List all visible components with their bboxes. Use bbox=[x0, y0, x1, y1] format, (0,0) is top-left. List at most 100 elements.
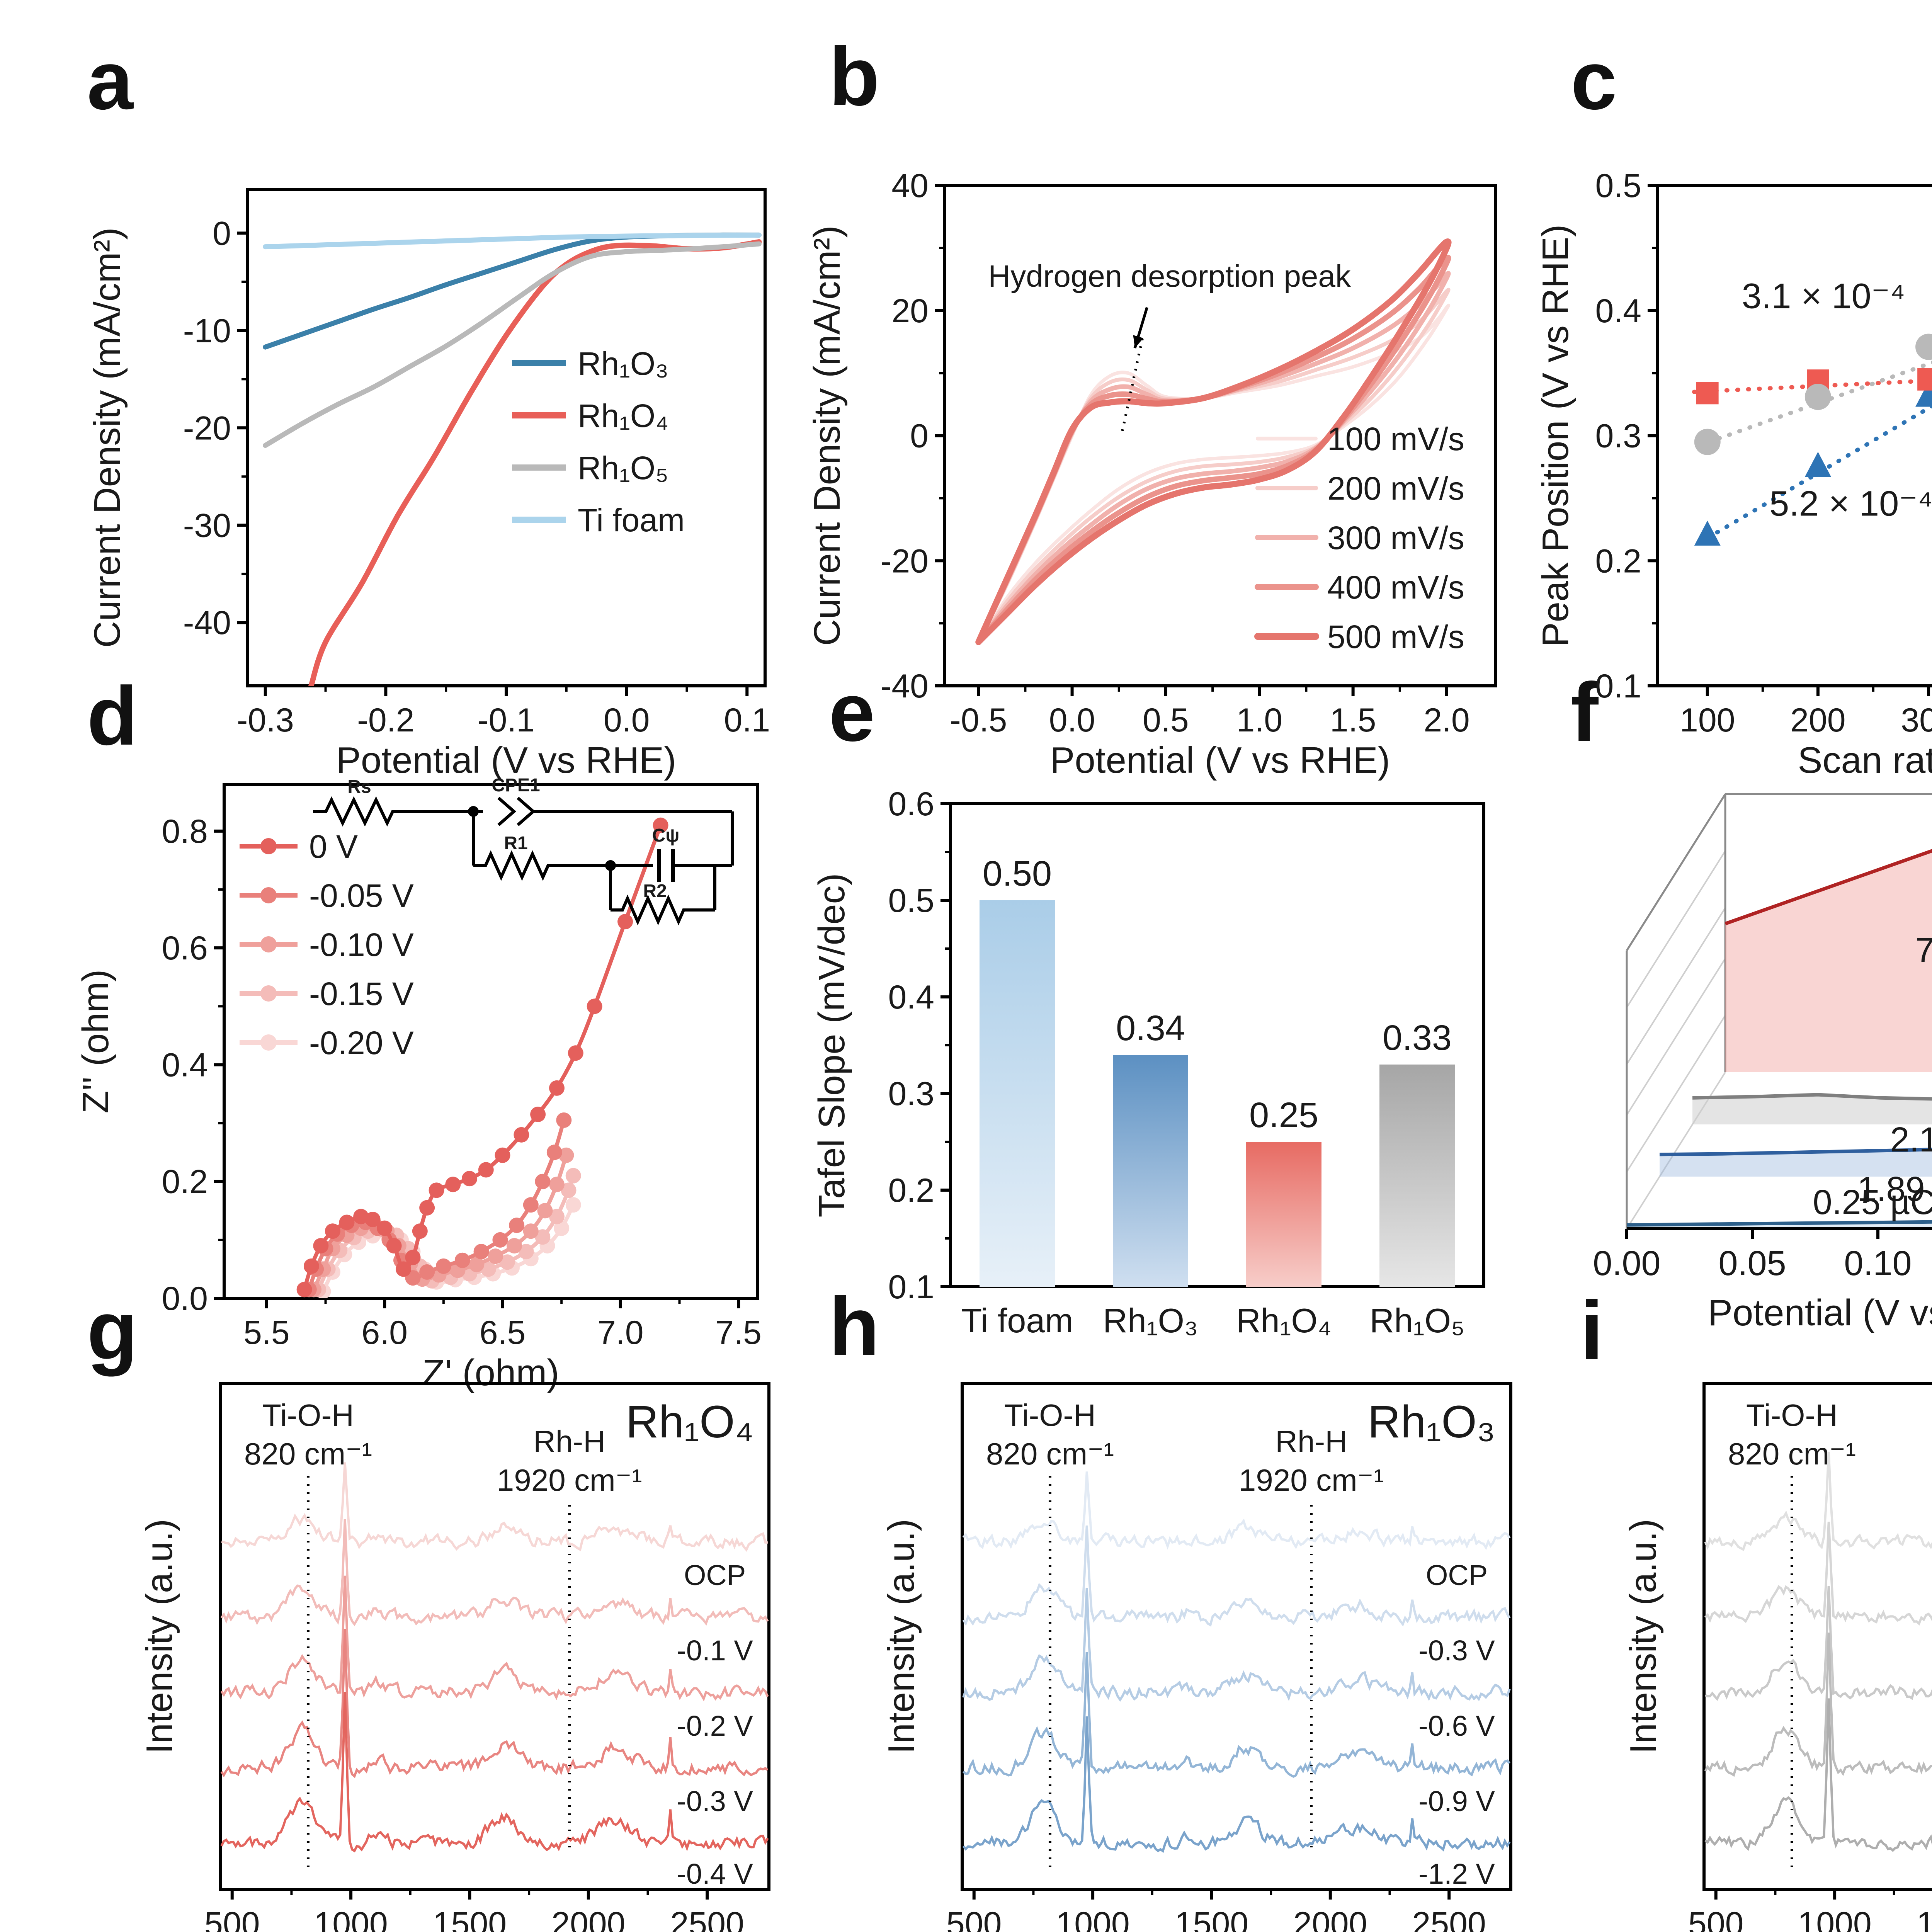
x-tick-label: 1000 bbox=[1056, 1905, 1129, 1932]
nyquist-marker bbox=[339, 1214, 355, 1230]
x-tick-label: 1.5 bbox=[1330, 702, 1376, 739]
bar-Ti foam bbox=[980, 900, 1055, 1287]
marker-triangle bbox=[1804, 452, 1831, 477]
x-tick-label: 0.0 bbox=[604, 702, 650, 739]
x-tick-label: 2000 bbox=[551, 1905, 625, 1932]
ribbon-fill-Rh₁O₄ bbox=[1725, 850, 1932, 1072]
panel-letter-g: g bbox=[87, 1284, 138, 1377]
circuit-label-r2: R2 bbox=[643, 881, 667, 901]
nyquist-marker bbox=[377, 1220, 393, 1236]
circuit-label-cpe1: CPE1 bbox=[492, 775, 540, 796]
x-tick-label: 100 bbox=[1680, 702, 1735, 739]
legend-label: 200 mV/s bbox=[1327, 470, 1464, 507]
spectrum-curve--0.7 V bbox=[1704, 1633, 1932, 1777]
y-axis-label: Current Density (mA/cm²) bbox=[87, 227, 128, 648]
x-axis-label: Potential (V vs RHE) bbox=[1708, 1292, 1932, 1333]
legend-label: Rh₁O₄ bbox=[578, 398, 668, 434]
legend-marker bbox=[260, 1034, 277, 1051]
nyquist-marker bbox=[480, 1261, 496, 1277]
x-axis-label: Z' (ohm) bbox=[422, 1352, 559, 1393]
y-tick-label: 0.2 bbox=[162, 1163, 208, 1201]
x-tick-label: 2500 bbox=[670, 1905, 744, 1932]
curve-label--0.9 V: -0.9 V bbox=[1418, 1785, 1495, 1817]
nyquist-series bbox=[296, 817, 668, 1298]
y-tick-label: 40 bbox=[891, 167, 929, 204]
nyquist-marker bbox=[509, 1218, 525, 1233]
x-tick-label: 1000 bbox=[314, 1905, 388, 1932]
wall-gridline bbox=[1626, 958, 1726, 1116]
nyquist-marker bbox=[365, 1211, 381, 1227]
panel-letter-f: f bbox=[1571, 665, 1599, 759]
x-axis-label: Potential (V vs RHE) bbox=[336, 740, 676, 781]
plot-frame bbox=[223, 783, 759, 1300]
x-axis-label: Potential (V vs RHE) bbox=[1050, 740, 1390, 781]
y-axis-label: Current Density (mA/cm²) bbox=[806, 225, 848, 646]
wall-gridline bbox=[1626, 850, 1726, 1008]
equivalent-circuit-inset bbox=[313, 796, 734, 925]
curve-label--0.1 V: -0.1 V bbox=[677, 1634, 753, 1667]
nyquist-marker bbox=[429, 1182, 444, 1198]
bar-category-label: Rh₁O₅ bbox=[1369, 1301, 1464, 1340]
y-tick-label: 0.0 bbox=[162, 1280, 208, 1317]
legend-label: -0.15 V bbox=[309, 976, 414, 1012]
y-tick-label: -40 bbox=[881, 668, 929, 705]
annotation-ti-o-h: Ti-O-H bbox=[1746, 1398, 1838, 1432]
x-tick-label: 300 bbox=[1901, 702, 1932, 739]
spectrum-curve--1.2 V bbox=[962, 1716, 1511, 1853]
legend-label: Rh₁O₅ bbox=[578, 450, 668, 486]
circuit-label-cpsi: Cψ bbox=[652, 825, 680, 846]
nyquist-marker bbox=[518, 1244, 534, 1260]
y-axis-label: Intensity (a.u.) bbox=[881, 1519, 922, 1754]
circuit-resistor-r2 bbox=[611, 895, 696, 925]
nyquist-marker bbox=[313, 1238, 329, 1253]
nyquist-marker bbox=[507, 1238, 522, 1253]
nyquist-marker bbox=[514, 1127, 529, 1143]
series-group bbox=[263, 232, 762, 686]
nyquist-marker bbox=[565, 1168, 581, 1184]
marker-square bbox=[1917, 368, 1932, 391]
annotation-arrowhead bbox=[1133, 335, 1144, 348]
charge-label-Rh₁O₄: 7.95 µC bbox=[1915, 931, 1932, 970]
nyquist-marker bbox=[473, 1244, 489, 1260]
x-tick-label: 7.5 bbox=[715, 1314, 762, 1351]
bar-Rh₁O₄ bbox=[1246, 1142, 1321, 1287]
cv-loops bbox=[975, 238, 1452, 645]
wall-gridline bbox=[1626, 1015, 1726, 1172]
circuit-resistor-rs bbox=[313, 796, 406, 827]
curve-label--0.3 V: -0.3 V bbox=[677, 1785, 753, 1817]
wall-gridline bbox=[1626, 1071, 1726, 1230]
circuit-cpe-chevron bbox=[517, 796, 536, 827]
y-tick-label: 0.4 bbox=[1595, 293, 1641, 330]
plot-frame bbox=[219, 1382, 770, 1891]
spectrum-curve--0.2 V bbox=[220, 1575, 769, 1702]
y-tick-label: 0.5 bbox=[1595, 167, 1641, 204]
nyquist-marker bbox=[405, 1250, 421, 1265]
nyquist-marker bbox=[565, 1197, 581, 1213]
nyquist-marker bbox=[549, 1080, 565, 1096]
nyquist-marker bbox=[495, 1147, 510, 1163]
nyquist-marker bbox=[523, 1223, 539, 1239]
bar-Rh₁O₃ bbox=[1113, 1055, 1188, 1287]
x-tick-label: 1000 bbox=[1798, 1905, 1871, 1932]
x-tick-label: 1500 bbox=[1917, 1905, 1932, 1932]
annotation-ti-o-h: Ti-O-H bbox=[1004, 1398, 1096, 1432]
y-tick-label: 0.2 bbox=[888, 1172, 934, 1209]
nyquist-marker bbox=[568, 1045, 583, 1061]
panel-d-nyquist-chart: 5.5 6.0 6.5 7.0 7.5 0.0 0.2 0.4 0.6 0.8 Z' (ohm) Z'… bbox=[75, 775, 762, 1393]
marker-circle bbox=[1915, 333, 1932, 360]
y-tick-label: 0.6 bbox=[162, 930, 208, 967]
y-axis-label: Intensity (a.u.) bbox=[1622, 1519, 1664, 1754]
x-tick-label: 0.10 bbox=[1844, 1244, 1912, 1283]
y-tick-label: 0.4 bbox=[162, 1046, 208, 1083]
panel-e-tafel-bar-chart: 0.1 0.2 0.3 0.4 0.5 0.6 Tafel Slope (mV/dec) 0.… bbox=[811, 786, 1485, 1340]
nyquist-marker bbox=[386, 1238, 402, 1253]
y-tick-label: 0.2 bbox=[1595, 543, 1641, 580]
series-Rh₁O₄ bbox=[308, 239, 762, 686]
annotation-1920: 1920 cm⁻¹ bbox=[497, 1463, 642, 1497]
y-tick-label: 20 bbox=[891, 293, 929, 330]
x-tick-label: 200 bbox=[1790, 702, 1846, 739]
legend-label: 400 mV/s bbox=[1327, 569, 1464, 605]
nyquist-marker bbox=[303, 1258, 319, 1274]
legend-label: 0 V bbox=[309, 828, 358, 865]
